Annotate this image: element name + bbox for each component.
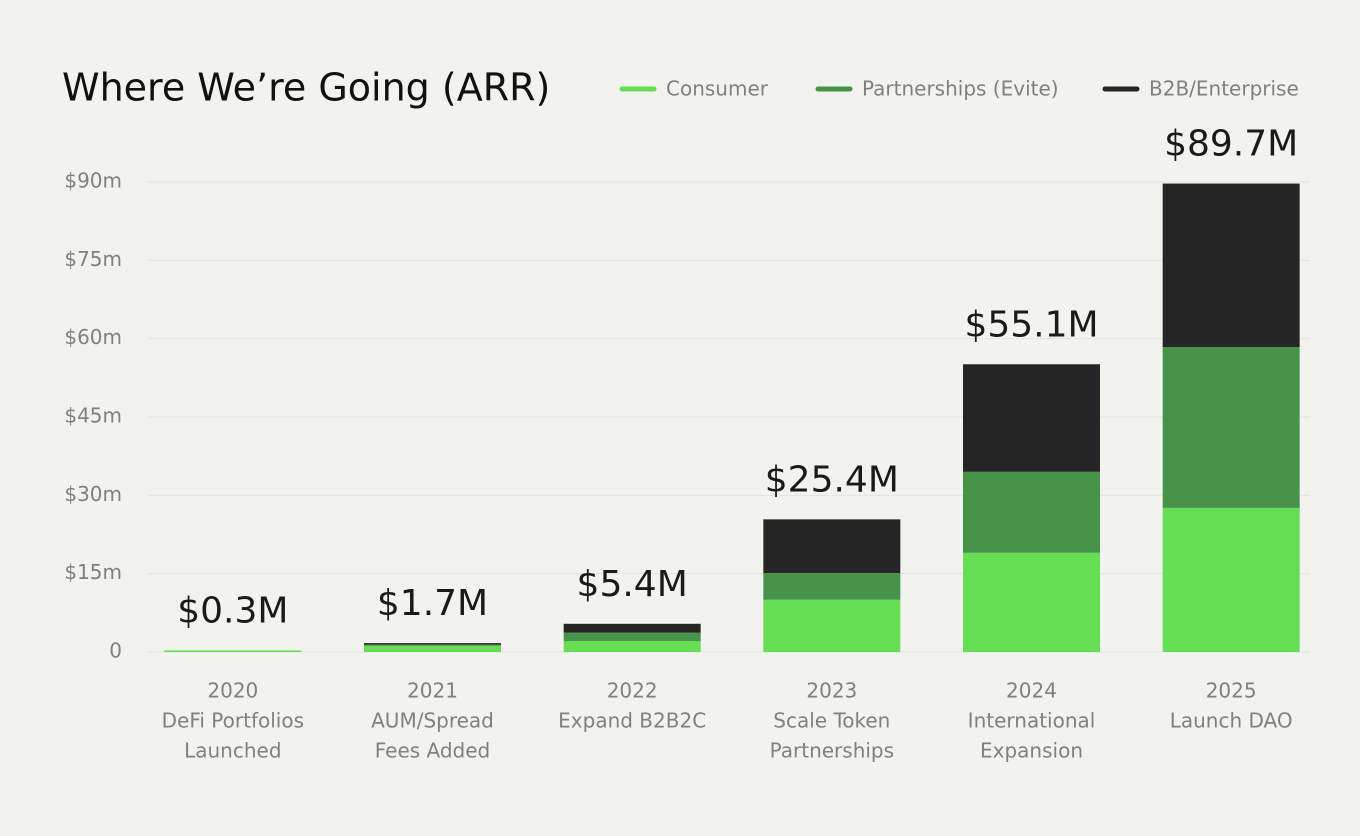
bar-segment: [763, 573, 901, 600]
y-tick-label: 0: [109, 639, 122, 663]
bar-segment: [1162, 347, 1300, 508]
x-tick-label: International: [968, 709, 1096, 733]
x-tick-label: 2022: [607, 679, 658, 703]
bar-segment: [563, 632, 701, 642]
x-tick-label: 2025: [1206, 679, 1257, 703]
bar-segment: [763, 519, 901, 574]
chart-title: Where We’re Going (ARR): [62, 66, 550, 110]
x-tick-label: Expand B2B2C: [558, 709, 706, 733]
x-tick-label: Fees Added: [375, 739, 491, 763]
x-tick-label: Scale Token: [773, 709, 890, 733]
x-tick-label: DeFi Portfolios: [162, 709, 304, 733]
x-tick-label: 2020: [207, 679, 258, 703]
y-tick-label: $90m: [64, 169, 122, 193]
legend-label: Partnerships (Evite): [862, 77, 1059, 101]
bar-segment: [364, 645, 501, 652]
total-label: $25.4M: [765, 459, 899, 500]
bar-segment: [763, 599, 901, 652]
bar-segment: [563, 641, 701, 652]
legend-label: Consumer: [666, 77, 769, 101]
y-tick-label: $75m: [64, 247, 122, 271]
x-tick-label: Launch DAO: [1170, 709, 1293, 733]
x-tick-label: 2024: [1006, 679, 1057, 703]
y-tick-label: $60m: [64, 325, 122, 349]
x-tick-label: 2023: [806, 679, 857, 703]
y-tick-label: $15m: [64, 560, 122, 584]
total-label: $55.1M: [964, 304, 1098, 345]
bar-segment: [364, 643, 501, 645]
bar-segment: [1162, 507, 1300, 652]
total-label: $5.4M: [577, 564, 688, 605]
x-tick-label: Expansion: [980, 739, 1083, 763]
total-label: $0.3M: [177, 590, 288, 631]
total-label: $1.7M: [377, 583, 488, 624]
legend-label: B2B/Enterprise: [1149, 77, 1299, 101]
bar-segment: [364, 644, 501, 646]
bar-segment: [963, 471, 1100, 553]
x-tick-label: AUM/Spread: [371, 709, 494, 733]
bar-segment: [963, 364, 1100, 472]
x-tick-label: Launched: [184, 739, 281, 763]
bar-segment: [164, 650, 302, 652]
x-tick-label: 2021: [407, 679, 458, 703]
y-tick-label: $45m: [64, 404, 122, 428]
bar-segment: [1162, 183, 1300, 348]
bar-segment: [963, 552, 1100, 652]
total-label: $89.7M: [1164, 124, 1298, 165]
y-tick-label: $30m: [64, 482, 122, 506]
bar-segment: [563, 623, 701, 633]
x-tick-label: Partnerships: [770, 739, 894, 763]
